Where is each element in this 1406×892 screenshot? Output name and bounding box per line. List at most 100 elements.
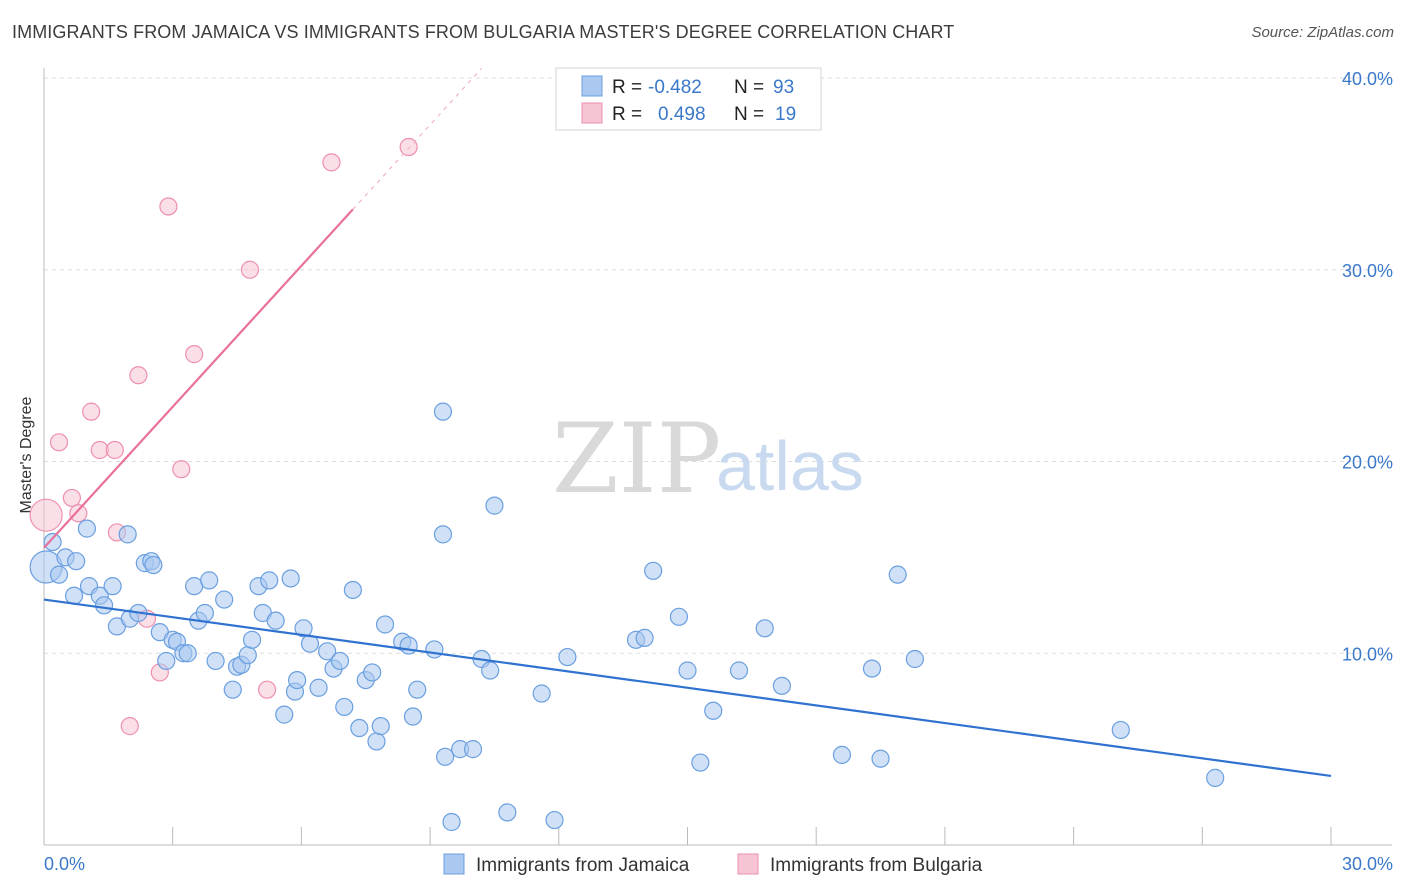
legend-label-bulgaria: Immigrants from Bulgaria [770,855,983,876]
y-tick-labels: 10.0% 20.0% 30.0% 40.0% [1342,69,1393,664]
trend-lines [43,68,1332,778]
bulgaria-trend-line [43,208,354,549]
jamaica-point [545,810,564,830]
jamaica-point [1111,720,1130,740]
bulgaria-point [172,460,191,479]
bulgaria-n-value: 19 [775,104,796,125]
jamaica-point [871,749,890,768]
bulgaria-point [49,433,69,452]
y-tick-label: 20.0% [1342,453,1393,473]
jamaica-point [772,676,791,695]
bulgaria-point [69,504,88,523]
bulgaria-point [129,366,148,385]
jamaica-point [260,571,279,590]
bulgaria-point [240,260,260,279]
x-tick-label: 30.0% [1342,854,1393,874]
jamaica-point [144,555,163,575]
stats-legend: R = -0.482 N = 93 R = 0.498 N = 19 [555,67,822,131]
jamaica-point [43,532,62,552]
jamaica-point [118,525,137,544]
jamaica-point [1206,768,1225,787]
jamaica-n-label: N = [734,77,764,98]
jamaica-point [485,496,504,515]
jamaica-point [200,571,219,590]
bulgaria-point [257,680,277,699]
jamaica-point [481,661,500,680]
jamaica-point [103,577,122,596]
jamaica-point [635,628,654,648]
bulgaria-r-label: R = [612,104,642,125]
chart-legend: Immigrants from Jamaica Immigrants from … [443,853,983,876]
jamaica-point [330,651,350,671]
jamaica-point [67,552,86,571]
jamaica-point [275,705,294,724]
jamaica-point [371,717,390,736]
jamaica-point [318,642,337,661]
jamaica-point [367,732,386,751]
jamaica-point [399,636,418,655]
bulgaria-point [159,197,178,216]
jamaica-point [94,596,114,615]
bulgaria-stats-swatch [581,102,603,124]
x-tick-labels: 0.0% 30.0% [44,854,1393,874]
jamaica-point [691,753,710,772]
bulgaria-point [105,440,124,460]
jamaica-point [403,707,423,726]
jamaica-point [729,661,749,680]
jamaica-point [215,590,234,609]
watermark: ZIP atlas [552,403,864,515]
jamaica-point [463,740,483,759]
bulgaria-points [29,137,418,736]
bulgaria-r-value: 0.498 [658,104,706,125]
jamaica-point [64,586,84,605]
bulgaria-point [120,717,139,736]
jamaica-point [532,684,551,703]
x-tick-label: 0.0% [44,854,85,874]
y-tick-label: 40.0% [1342,69,1393,89]
watermark-zip: ZIP [552,403,721,515]
jamaica-point [408,680,427,699]
chart-title: IMMIGRANTS FROM JAMAICA VS IMMIGRANTS FR… [12,22,955,42]
jamaica-point [223,680,242,699]
bulgaria-point [322,153,341,172]
jamaica-point [77,519,97,538]
jamaica-point [755,619,774,638]
jamaica-point [195,603,214,623]
jamaica-point [350,718,369,738]
legend-label-jamaica: Immigrants from Jamaica [476,855,690,876]
jamaica-point [433,525,453,544]
jamaica-point [266,611,285,630]
jamaica-point [238,646,257,665]
jamaica-point [157,651,176,671]
jamaica-point [442,812,461,832]
jamaica-point [242,630,262,649]
bulgaria-point [399,137,418,157]
jamaica-r-value: -0.482 [648,77,702,98]
bulgaria-point [82,402,101,421]
jamaica-point [206,651,225,671]
jamaica-point [425,640,444,659]
legend-swatch-bulgaria [737,853,759,875]
jamaica-point [335,697,354,717]
jamaica-point [678,661,697,680]
axes [43,68,1392,846]
bulgaria-n-label: N = [734,104,764,125]
jamaica-point [905,649,924,669]
bulgaria-point [185,345,204,364]
jamaica-point [294,619,313,638]
jamaica-n-value: 93 [773,77,794,98]
jamaica-point [49,565,69,584]
jamaica-point [178,644,197,663]
gridlines [44,77,1392,654]
y-tick-label: 30.0% [1342,261,1393,281]
jamaica-point [309,678,328,697]
jamaica-point [363,663,382,682]
jamaica-point [343,580,362,600]
y-tick-label: 10.0% [1342,644,1393,664]
jamaica-point [498,803,517,822]
jamaica-point [704,701,723,720]
jamaica-r-label: R = [612,77,642,98]
bulgaria-point [29,498,63,532]
jamaica-point [281,569,300,588]
